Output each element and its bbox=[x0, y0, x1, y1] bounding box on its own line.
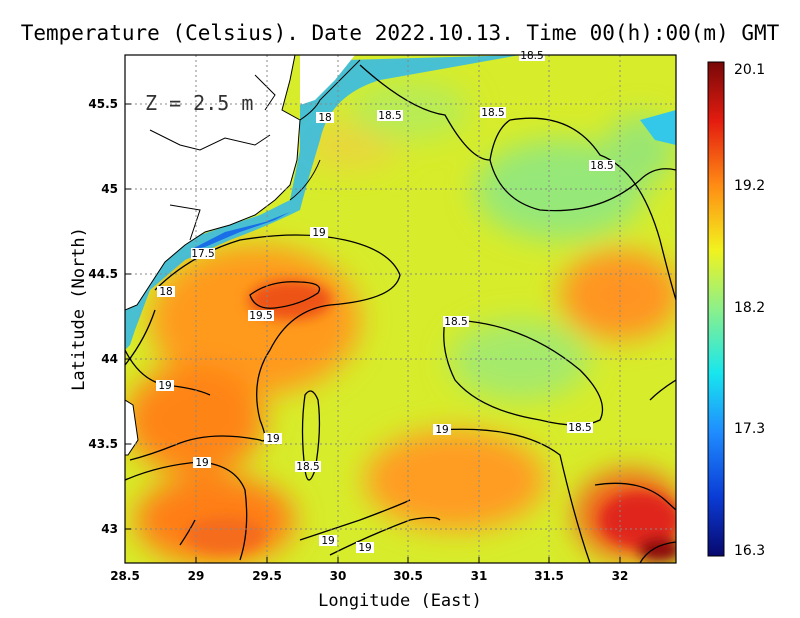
land-mass bbox=[125, 55, 301, 311]
y-axis-label: Latitude (North) bbox=[69, 227, 89, 391]
x-tick-label: 29.5 bbox=[252, 569, 282, 583]
svg-text:18.5: 18.5 bbox=[444, 316, 467, 328]
svg-text:18: 18 bbox=[318, 112, 331, 124]
x-tick-label: 28.5 bbox=[110, 569, 140, 583]
svg-text:18.5: 18.5 bbox=[568, 422, 591, 434]
contour-label: 19 bbox=[319, 535, 337, 547]
svg-text:19.5: 19.5 bbox=[249, 310, 272, 322]
svg-text:18.5: 18.5 bbox=[296, 461, 319, 473]
svg-text:19: 19 bbox=[195, 457, 208, 469]
contour-label: 19 bbox=[156, 380, 174, 392]
svg-text:19: 19 bbox=[158, 380, 171, 392]
colorbar-gradient bbox=[707, 61, 725, 557]
colorbar-tick: 16.3 bbox=[734, 543, 765, 559]
contour-label: 18.5 bbox=[589, 160, 615, 172]
y-tick-label: 45 bbox=[101, 182, 118, 196]
y-tick-label: 43 bbox=[101, 522, 118, 536]
colorbar-tick: 17.3 bbox=[734, 421, 765, 437]
colorbar-tick: 20.1 bbox=[734, 62, 765, 78]
y-tick-label: 45.5 bbox=[88, 97, 118, 111]
colorbar-tick: 18.2 bbox=[734, 300, 765, 316]
contour-label: 19 bbox=[310, 227, 328, 239]
svg-text:19: 19 bbox=[312, 227, 325, 239]
svg-text:17.5: 17.5 bbox=[191, 248, 214, 260]
contour-lines bbox=[125, 64, 676, 563]
x-tick-label: 32 bbox=[612, 569, 629, 583]
svg-text:18.5: 18.5 bbox=[481, 107, 504, 119]
plot-frame bbox=[124, 54, 677, 564]
contour-label: 18 bbox=[157, 286, 175, 298]
y-tick-labels: 43 43.5 44 44.5 45 45.5 bbox=[88, 97, 118, 536]
contour-label: 18.5 bbox=[480, 107, 506, 119]
contour-label: 17.5 bbox=[191, 248, 215, 260]
contour-label: 19 bbox=[193, 457, 211, 469]
x-axis-label: Longitude (East) bbox=[318, 591, 482, 611]
contour-label: 18.5 bbox=[443, 316, 469, 328]
y-tick-label: 43.5 bbox=[88, 437, 118, 451]
x-tick-label: 30 bbox=[330, 569, 347, 583]
contour-label: 19 bbox=[356, 542, 374, 554]
contour-label: 18.5 bbox=[567, 422, 593, 434]
svg-text:18.5: 18.5 bbox=[378, 110, 401, 122]
x-tick-label: 31 bbox=[471, 569, 488, 583]
svg-text:19: 19 bbox=[435, 424, 448, 436]
x-tick-labels: 28.5 29 29.5 30 30.5 31 31.5 32 bbox=[110, 569, 628, 583]
x-tick-label: 31.5 bbox=[534, 569, 564, 583]
svg-text:18: 18 bbox=[159, 286, 172, 298]
svg-text:18.5: 18.5 bbox=[590, 160, 613, 172]
contour-labels: 18.5 18.5 18.5 18 17.5 18 19 19.5 18.5 1… bbox=[156, 50, 615, 554]
x-tick-label: 30.5 bbox=[393, 569, 423, 583]
gridlines bbox=[125, 55, 676, 563]
svg-text:19: 19 bbox=[266, 433, 279, 445]
plot-area bbox=[125, 55, 676, 563]
colorbar-tick: 19.2 bbox=[734, 178, 765, 194]
contour-label: 19.5 bbox=[248, 310, 274, 322]
contour-label: 19 bbox=[433, 424, 451, 436]
y-tick-label: 44 bbox=[101, 352, 118, 366]
contour-label: 19 bbox=[264, 433, 282, 445]
x-tick-label: 29 bbox=[188, 569, 205, 583]
svg-text:19: 19 bbox=[358, 542, 371, 554]
y-tick-label: 44.5 bbox=[88, 267, 118, 281]
contour-label: 18.5 bbox=[295, 461, 321, 473]
contour-label: 18 bbox=[316, 112, 334, 124]
contour-label: 18.5 bbox=[519, 50, 545, 62]
contour-label: 18.5 bbox=[377, 110, 403, 122]
depth-label: Z = 2.5 m bbox=[145, 91, 253, 115]
svg-text:19: 19 bbox=[321, 535, 334, 547]
colorbar: 20.1 19.2 18.2 17.3 16.3 bbox=[707, 61, 765, 559]
svg-text:18.5: 18.5 bbox=[520, 50, 543, 62]
chart-title: Temperature (Celsius). Date 2022.10.13. … bbox=[21, 21, 780, 45]
